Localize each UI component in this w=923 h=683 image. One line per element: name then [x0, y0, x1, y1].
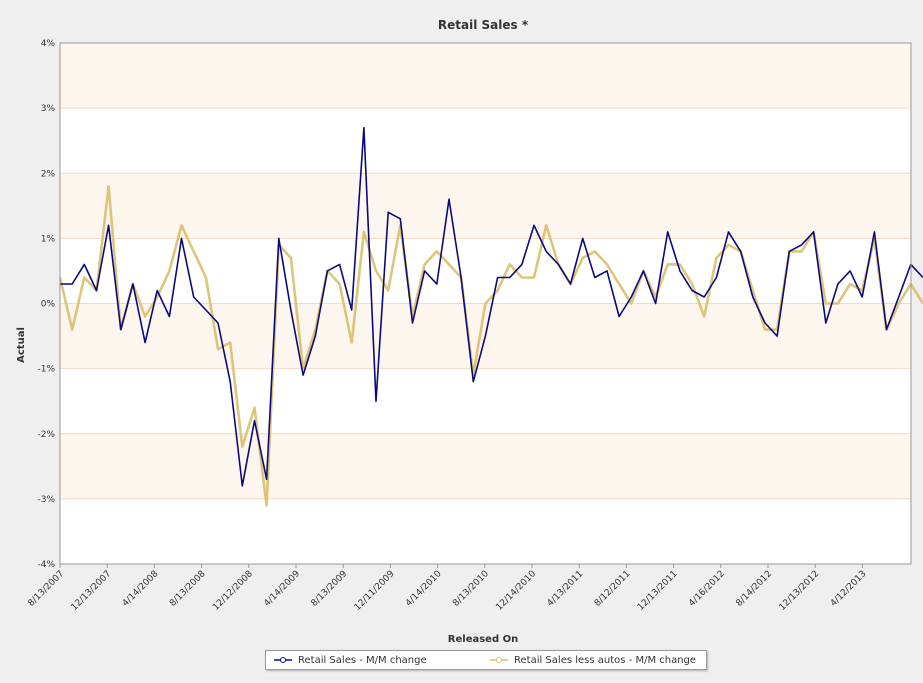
legend-marker-retail-sales-less-autos-icon [490, 657, 508, 663]
legend-label-retail-sales-less-autos: Retail Sales less autos - M/M change [514, 654, 697, 666]
plot-border [59, 42, 912, 565]
x-axis-label: Released On [448, 634, 518, 645]
legend: Retail Sales - M/M change Retail Sales l… [265, 650, 707, 670]
legend-marker-retail-sales-icon [274, 657, 292, 663]
y-tick-label: -1% [37, 365, 55, 375]
plot-band [60, 368, 911, 434]
plot-band [60, 498, 911, 564]
plot-band [60, 43, 911, 109]
plot-band [60, 108, 911, 174]
y-tick-label: 4% [41, 39, 56, 49]
chart-title: Retail Sales * [438, 18, 529, 32]
legend-item-retail-sales[interactable]: Retail Sales - M/M change [274, 653, 427, 667]
legend-item-retail-sales-less-autos[interactable]: Retail Sales less autos - M/M change [490, 653, 696, 667]
series-layer [58, 126, 923, 507]
plot-band [60, 433, 911, 499]
y-axis-ticks: -4% -3% -2% -1% 0% 1% 2% 3% 4% [37, 39, 55, 570]
y-tick-label: 2% [41, 169, 56, 179]
y-tick-label: 0% [41, 300, 56, 310]
plot-band [60, 173, 911, 239]
y-tick-label: -2% [37, 430, 55, 440]
legend-label-retail-sales: Retail Sales - M/M change [298, 654, 427, 666]
y-tick-label: -4% [37, 560, 55, 570]
y-tick-label: -3% [37, 495, 55, 505]
series-line-retail-sales[interactable] [60, 126, 923, 487]
y-tick-label: 3% [41, 104, 56, 114]
y-axis-label: Actual [16, 327, 27, 363]
y-tick-label: 1% [41, 234, 56, 244]
